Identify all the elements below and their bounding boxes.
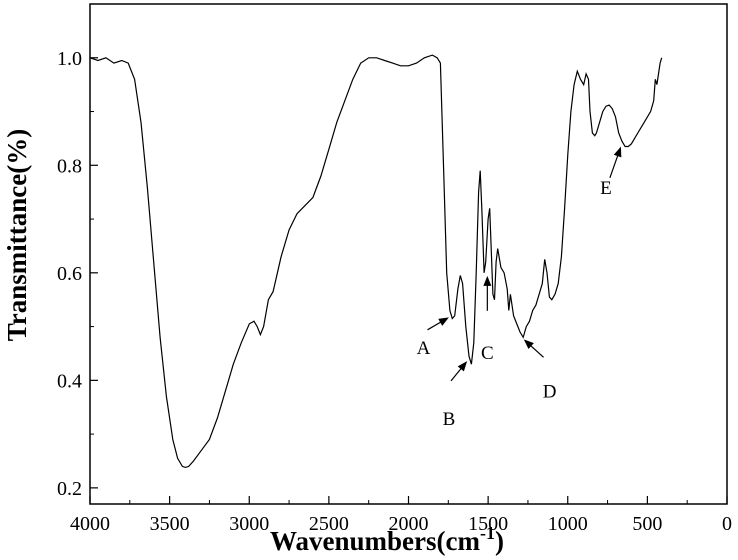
annotation-arrowhead-a	[438, 317, 449, 326]
x-tick-label: 4000	[70, 513, 110, 535]
annotation-label-d: D	[543, 381, 557, 402]
annotation-label-c: C	[481, 343, 494, 364]
x-tick-label: 500	[632, 513, 662, 535]
y-tick-label: 0.8	[57, 155, 82, 177]
y-tick-label: 1.0	[57, 48, 82, 70]
annotation-arrowhead-c	[483, 275, 492, 286]
x-tick-label: 3500	[150, 513, 190, 535]
annotation-arrowhead-d	[523, 339, 534, 350]
x-tick-label: 1500	[468, 513, 508, 535]
x-tick-label: 1000	[548, 513, 588, 535]
peak-annotations: A B C D E	[417, 146, 622, 430]
x-tick-label: 0	[722, 513, 732, 535]
spectrum-line	[89, 54, 663, 469]
y-tick-label: 0.6	[57, 263, 82, 285]
plot-frame	[89, 3, 728, 505]
y-axis-title: Transmittance(%)	[2, 129, 32, 341]
annotation-label-a: A	[417, 338, 431, 359]
annotation-arrowhead-e	[613, 146, 622, 158]
annotation-label-b: B	[443, 409, 456, 430]
x-axis-title: Wavenumbers(cm-1)	[270, 523, 504, 556]
annotation-arrow-e	[609, 152, 620, 178]
axis-tick-labels: 4000 3500 3000 2500 2000 1500 1000 500 0 0.2 0.4 0.…	[57, 48, 732, 535]
annotation-arrowhead-b	[457, 361, 468, 372]
y-tick-label: 0.2	[57, 478, 82, 500]
x-tick-label: 2000	[389, 513, 429, 535]
x-tick-label: 3000	[229, 513, 269, 535]
x-tick-label: 2500	[309, 513, 349, 535]
annotation-label-e: E	[600, 178, 612, 199]
y-tick-label: 0.4	[57, 370, 82, 392]
